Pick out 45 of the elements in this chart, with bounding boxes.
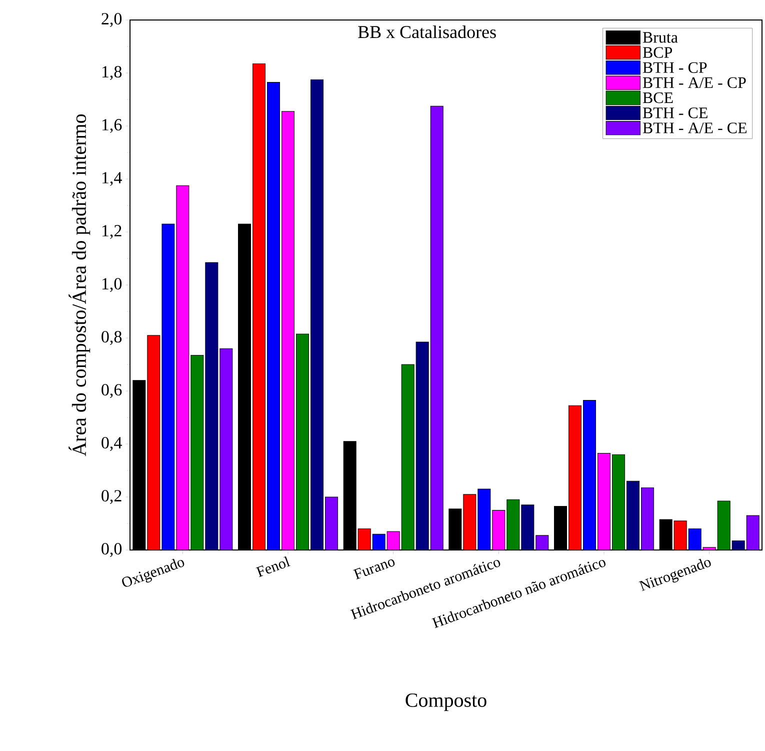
bar bbox=[717, 500, 730, 550]
y-tick-label: 1,8 bbox=[102, 66, 122, 80]
bar bbox=[641, 487, 654, 550]
y-tick-label: 0,2 bbox=[102, 490, 122, 504]
bar bbox=[310, 79, 324, 550]
bar bbox=[598, 453, 611, 550]
y-tick-label: 0,8 bbox=[102, 331, 122, 345]
x-tick-label: Furano bbox=[353, 559, 395, 580]
bar bbox=[176, 185, 190, 550]
y-tick-label: 1,0 bbox=[102, 278, 122, 292]
legend-label: BTH - CE bbox=[642, 107, 708, 118]
x-tick-label: Fenol bbox=[256, 556, 291, 578]
bar bbox=[626, 480, 640, 550]
x-axis-title: Composto bbox=[406, 694, 486, 712]
bar bbox=[746, 515, 760, 550]
bar bbox=[506, 499, 520, 550]
bar bbox=[492, 510, 506, 550]
bar bbox=[386, 531, 400, 550]
y-tick-label: 1,4 bbox=[102, 172, 122, 186]
bar bbox=[282, 111, 295, 550]
bar bbox=[612, 454, 626, 550]
bar bbox=[401, 364, 414, 550]
legend-label: BTH - CP bbox=[642, 62, 707, 73]
legend-label: BTH - A/E - CE bbox=[642, 122, 747, 134]
y-tick-label: 0,6 bbox=[102, 384, 122, 398]
bar bbox=[430, 106, 444, 550]
legend-label: Bruta bbox=[642, 32, 678, 43]
y-tick-label: 0,4 bbox=[102, 437, 122, 451]
legend-label: BTH - A/E - CP bbox=[642, 77, 746, 88]
bar bbox=[296, 334, 310, 550]
y-axis-title: Área do composto/Área do padrão intermo bbox=[68, 114, 90, 456]
bar bbox=[190, 354, 204, 550]
bar bbox=[536, 535, 549, 550]
chart-title: BB x Catalisadores bbox=[358, 25, 496, 38]
y-tick-label: 1,6 bbox=[102, 119, 122, 133]
y-tick-label: 0,0 bbox=[102, 543, 122, 557]
bar bbox=[521, 504, 534, 550]
bar bbox=[220, 348, 233, 550]
bar bbox=[205, 262, 218, 550]
bar bbox=[325, 496, 338, 550]
legend-label: BCE bbox=[642, 92, 673, 104]
legend-label: BCP bbox=[642, 47, 672, 58]
bar bbox=[416, 342, 429, 550]
y-tick-label: 2,0 bbox=[102, 13, 122, 27]
y-tick-label: 1,2 bbox=[102, 225, 122, 239]
